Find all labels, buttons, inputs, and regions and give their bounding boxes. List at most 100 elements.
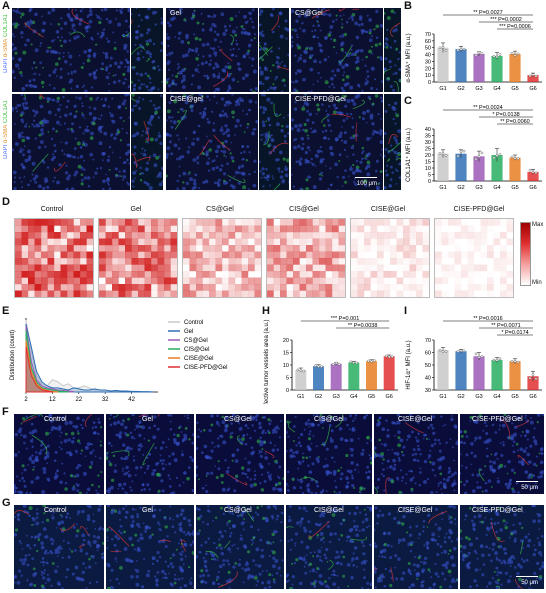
heatmap-cell [383,245,391,252]
fiber-stroke [59,523,76,532]
nucleus-dot [193,178,197,182]
nucleus-dot [377,421,382,426]
heatmap-cell [189,258,197,265]
nucleus-dot [339,14,342,17]
nucleus-dot [366,164,371,168]
nucleus-dot [229,432,232,435]
heatmap-cell [209,290,216,297]
nucleus-dot [318,177,322,181]
nucleus-dot [386,16,391,20]
nucleus-dot [354,95,359,100]
nucleus-dot [114,61,118,66]
heatmap-cell [377,251,384,259]
heatmap-cell [118,290,126,297]
heatmap-cell [306,219,313,226]
heatmap-cell [293,232,300,239]
heatmap-cell [144,264,152,272]
heatmap-cell [338,271,345,278]
heatmap-cell [384,265,391,272]
heatmap-cell [144,219,152,226]
nucleus-dot [319,150,322,153]
nucleus-dot [333,460,336,463]
heatmap-cell [235,238,242,246]
fiber-stroke [24,94,27,99]
nucleus-dot [22,505,27,508]
nucleus-dot [299,27,302,30]
nucleus-dot [199,574,202,578]
data-point [480,151,484,155]
significance-label: *** P=0.0002 [490,17,522,23]
nucleus-dot [398,79,401,83]
nucleus-dot [278,476,281,480]
nucleus-dot [85,587,88,589]
nucleus-dot [173,577,177,581]
heatmap-cell [487,284,494,291]
heatmap-cell [493,258,501,265]
nucleus-dot [220,481,224,484]
y-tick-label: 15 [283,351,289,357]
nucleus-dot [266,429,270,433]
heatmap-cell [325,284,333,291]
nucleus-dot [12,49,14,52]
nucleus-dot [178,484,182,487]
nucleus-dot [211,167,216,171]
nucleus-dot [203,564,207,568]
nucleus-dot [139,445,142,448]
heatmap-cell [47,232,55,239]
nucleus-dot [115,132,119,136]
fiber-stroke [121,31,130,37]
fiber-stroke [405,422,424,434]
nucleus-dot [56,491,59,494]
nucleus-dot [126,158,129,162]
nucleus-dot [255,574,258,577]
nucleus-dot [363,559,367,564]
nucleus-dot [251,538,254,542]
heatmap-cell [442,219,449,226]
nucleus-dot [216,414,219,418]
nucleus-dot [383,489,386,492]
nucleus-dot [522,449,527,454]
legend-label: Control [184,320,203,326]
heatmap-cell [215,232,223,239]
heatmap-cell [338,225,345,233]
nucleus-dot [352,180,356,184]
nucleus-dot [245,113,249,116]
nucleus-dot [146,161,150,165]
heatmap-cell [299,245,307,252]
fiber-stroke [71,8,89,25]
nucleus-dot [123,482,127,486]
nucleus-dot [73,475,76,478]
heatmap-cell [241,264,249,272]
nucleus-dot [41,490,46,494]
heatmap-cell [357,271,365,278]
nucleus-dot [15,63,20,68]
nucleus-dot [23,106,27,111]
nucleus-dot [252,26,255,29]
nucleus-dot [56,107,61,112]
nucleus-dot [225,128,230,133]
nucleus-dot [372,129,377,134]
nucleus-dot [28,155,32,159]
nucleus-dot [33,429,38,433]
nucleus-dot [248,99,253,104]
nucleus-dot [56,96,60,101]
heatmap-cell [325,290,333,297]
nucleus-dot [355,49,360,54]
nucleus-dot [118,174,121,177]
nucleus-dot [169,562,173,566]
significance-label: ** P=0.0071 [491,323,521,329]
nucleus-dot [40,541,44,546]
heatmap-cell [364,271,371,278]
nucleus-dot [18,479,21,482]
nucleus-dot [312,185,317,190]
heatmap-cell [409,225,417,233]
nucleus-dot [386,543,390,547]
nucleus-dot [364,183,368,187]
nucleus-dot [307,520,311,524]
heatmap-cell [370,232,378,239]
nucleus-dot [214,465,217,468]
nucleus-dot [312,83,315,86]
heatmap-cell [371,252,378,259]
heatmap-cell [54,284,61,291]
nucleus-dot [171,491,176,494]
